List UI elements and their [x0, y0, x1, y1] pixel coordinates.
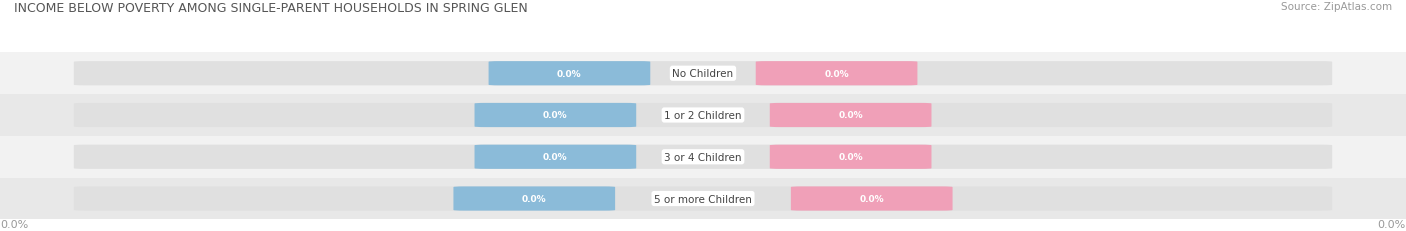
Text: 0.0%: 0.0%: [522, 194, 547, 203]
Text: Source: ZipAtlas.com: Source: ZipAtlas.com: [1281, 2, 1392, 12]
FancyBboxPatch shape: [73, 145, 1333, 169]
FancyBboxPatch shape: [475, 103, 637, 128]
Text: 0.0%: 0.0%: [838, 153, 863, 161]
Bar: [0, 95, 1406, 136]
Text: 0.0%: 0.0%: [824, 70, 849, 78]
Text: 0.0%: 0.0%: [0, 219, 28, 229]
Text: 0.0%: 0.0%: [543, 153, 568, 161]
FancyBboxPatch shape: [756, 62, 917, 86]
Bar: [0, 136, 1406, 178]
FancyBboxPatch shape: [453, 187, 616, 211]
Text: INCOME BELOW POVERTY AMONG SINGLE-PARENT HOUSEHOLDS IN SPRING GLEN: INCOME BELOW POVERTY AMONG SINGLE-PARENT…: [14, 2, 527, 15]
FancyBboxPatch shape: [73, 62, 1333, 86]
Text: 0.0%: 0.0%: [1378, 219, 1406, 229]
Text: 0.0%: 0.0%: [543, 111, 568, 120]
FancyBboxPatch shape: [73, 103, 1333, 128]
FancyBboxPatch shape: [489, 62, 650, 86]
Bar: [0, 178, 1406, 219]
FancyBboxPatch shape: [475, 145, 637, 169]
Text: 0.0%: 0.0%: [838, 111, 863, 120]
Text: 0.0%: 0.0%: [557, 70, 582, 78]
Bar: [0, 53, 1406, 95]
Text: 3 or 4 Children: 3 or 4 Children: [664, 152, 742, 162]
FancyBboxPatch shape: [790, 187, 953, 211]
Text: 0.0%: 0.0%: [859, 194, 884, 203]
Text: 1 or 2 Children: 1 or 2 Children: [664, 110, 742, 121]
Text: 5 or more Children: 5 or more Children: [654, 194, 752, 204]
FancyBboxPatch shape: [770, 103, 932, 128]
Text: No Children: No Children: [672, 69, 734, 79]
FancyBboxPatch shape: [770, 145, 932, 169]
FancyBboxPatch shape: [73, 187, 1333, 211]
